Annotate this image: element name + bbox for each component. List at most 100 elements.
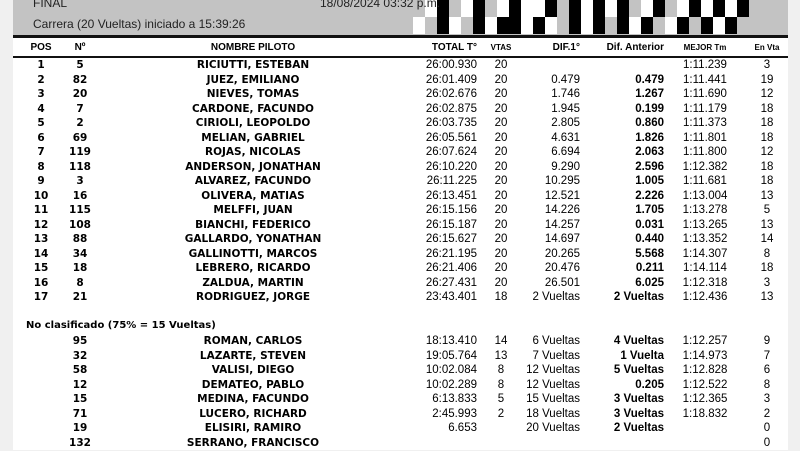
cell-name: JUEZ, EMILIANO — [206, 73, 300, 86]
cell-total: 6.653 — [448, 422, 477, 434]
flag-square — [677, 0, 689, 17]
cell-gap-first: 1.945 — [551, 102, 580, 115]
table-row: 11 115 MELFFI, JUAN 26:15.156 20 14.226 1.705 1… — [13, 204, 788, 218]
flag-square — [617, 0, 629, 17]
cell-gap-prev: 0.199 — [635, 102, 664, 115]
cell-num: 115 — [69, 204, 91, 216]
flag-square — [737, 0, 749, 17]
flag-square — [713, 17, 725, 34]
cell-gap-prev: 1 Vuelta — [620, 349, 664, 362]
cell-gap-prev: 3 Vueltas — [613, 407, 664, 420]
table-row: 5 2 CIRIOLI, LEOPOLDO 26:03.735 20 2.805 0.860… — [13, 117, 788, 131]
flag-square — [521, 17, 533, 34]
flag-square — [581, 17, 593, 34]
cell-total: 26:05.561 — [425, 131, 477, 144]
cell-best: 1:12.436 — [682, 291, 728, 303]
cell-name: RODRIGUEZ, JORGE — [195, 291, 311, 303]
cell-total: 26:21.195 — [425, 247, 477, 260]
cell-on-lap: 18 — [760, 131, 774, 144]
table-row: 6 69 MELIAN, GABRIEL 26:05.561 20 4.631 1.826 1… — [13, 132, 788, 146]
table-row: 1 5 RICIUTTI, ESTEBAN 26:00.930 20 1:11.239 3 — [13, 59, 788, 73]
cell-laps: 20 — [494, 218, 508, 231]
cell-best: 1:13.352 — [682, 233, 728, 245]
cell-gap-first: 14.226 — [544, 204, 580, 216]
cell-laps: 20 — [494, 102, 508, 115]
cell-num: 8 — [76, 276, 84, 289]
cell-gap-prev: 0.860 — [635, 117, 664, 129]
cell-num: 34 — [72, 247, 88, 260]
cell-best: 1:14.973 — [682, 349, 728, 362]
flag-square — [617, 17, 629, 34]
cell-num: 18 — [72, 262, 88, 274]
table-row: 3 20 NIEVES, TOMAS 26:02.676 20 1.746 1.267 1:1… — [13, 88, 788, 102]
cell-best: 1:18.832 — [682, 407, 728, 420]
cell-pos: 17 — [33, 291, 49, 303]
flag-square — [425, 0, 437, 17]
cell-gap-prev: 1.005 — [635, 175, 664, 187]
cell-gap-first: 6.694 — [551, 146, 580, 158]
cell-num: 95 — [72, 335, 88, 347]
cell-pos: 1 — [37, 59, 45, 71]
cell-laps: 8 — [497, 378, 505, 391]
flag-square — [569, 17, 581, 34]
table-row: 13 88 GALLARDO, YONATHAN 26:15.627 20 14.697 0… — [13, 233, 788, 247]
cell-laps: 20 — [494, 73, 508, 86]
col-num: Nº — [74, 42, 86, 53]
table-row: 15 MEDINA, FACUNDO 6:13.833 5 15 Vueltas 3 Vu… — [13, 393, 788, 407]
flag-square — [677, 17, 689, 34]
flag-square — [473, 17, 485, 34]
cell-pos: 11 — [33, 204, 49, 216]
cell-total: 26:27.431 — [425, 276, 477, 289]
cell-total: 18:13.410 — [425, 335, 477, 347]
cell-on-lap: 8 — [763, 247, 771, 260]
session-title: FINAL — [33, 0, 68, 10]
flag-square — [689, 0, 701, 17]
cell-best: 1:11.373 — [683, 117, 727, 129]
cell-total: 26:21.406 — [425, 262, 477, 274]
col-pos: POS — [30, 42, 52, 53]
cell-gap-first: 20.476 — [544, 262, 580, 274]
flag-square — [557, 0, 569, 17]
cell-laps: 20 — [494, 175, 508, 187]
cell-laps: 20 — [494, 59, 508, 71]
table-row: 32 LAZARTE, STEVEN 19:05.764 13 7 Vueltas 1 V… — [13, 350, 788, 364]
cell-laps: 20 — [494, 276, 508, 289]
cell-pos: 10 — [33, 189, 49, 202]
flag-square — [533, 0, 545, 17]
cell-num: 88 — [72, 233, 88, 245]
cell-gap-prev: 3 Vueltas — [613, 393, 664, 405]
cell-on-lap: 7 — [763, 349, 771, 362]
cell-laps: 20 — [494, 262, 508, 274]
table-row: 19 ELISIRI, RAMIRO 6.653 20 Vueltas 2 Vuelta… — [13, 422, 788, 436]
cell-name: MEDINA, FACUNDO — [197, 393, 309, 405]
cell-pos: 6 — [37, 131, 45, 144]
cell-pos: 7 — [37, 146, 45, 158]
cell-name: SERRANO, FRANCISCO — [186, 436, 320, 449]
cell-best: 1:12.522 — [682, 378, 728, 391]
flag-square — [737, 17, 749, 34]
cell-gap-first: 10.295 — [544, 175, 580, 187]
col-best: MEJOR Tm — [683, 43, 727, 52]
cell-gap-first: 2 Vueltas — [532, 291, 580, 303]
cell-gap-prev: 0.205 — [635, 378, 664, 391]
cell-num: 21 — [72, 291, 88, 303]
cell-name: CIRIOLI, LEOPOLDO — [195, 117, 311, 129]
flag-square — [713, 0, 725, 17]
flag-square — [509, 0, 521, 17]
cell-name: MELFFI, JUAN — [213, 204, 293, 216]
cell-gap-prev: 0.479 — [635, 73, 664, 86]
flag-square — [653, 0, 665, 17]
cell-name: ALVAREZ, FACUNDO — [194, 175, 312, 187]
flag-square — [569, 0, 581, 17]
cell-gap-first: 9.290 — [551, 160, 580, 173]
scrollbar[interactable] — [788, 0, 800, 450]
table-row: 14 34 GALLINOTTI, MARCOS 26:21.195 20 20.265 5… — [13, 248, 788, 262]
cell-on-lap: 6 — [763, 364, 771, 376]
cell-name: DEMATEO, PABLO — [201, 378, 305, 391]
cell-gap-prev: 2.596 — [635, 160, 664, 173]
cell-num: 15 — [72, 393, 88, 405]
cell-laps: 20 — [494, 233, 508, 245]
cell-best: 1:12.828 — [682, 364, 728, 376]
report-datetime: 18/08/2024 03:32 p.m. — [320, 0, 441, 10]
cell-best: 1:13.004 — [682, 189, 728, 202]
